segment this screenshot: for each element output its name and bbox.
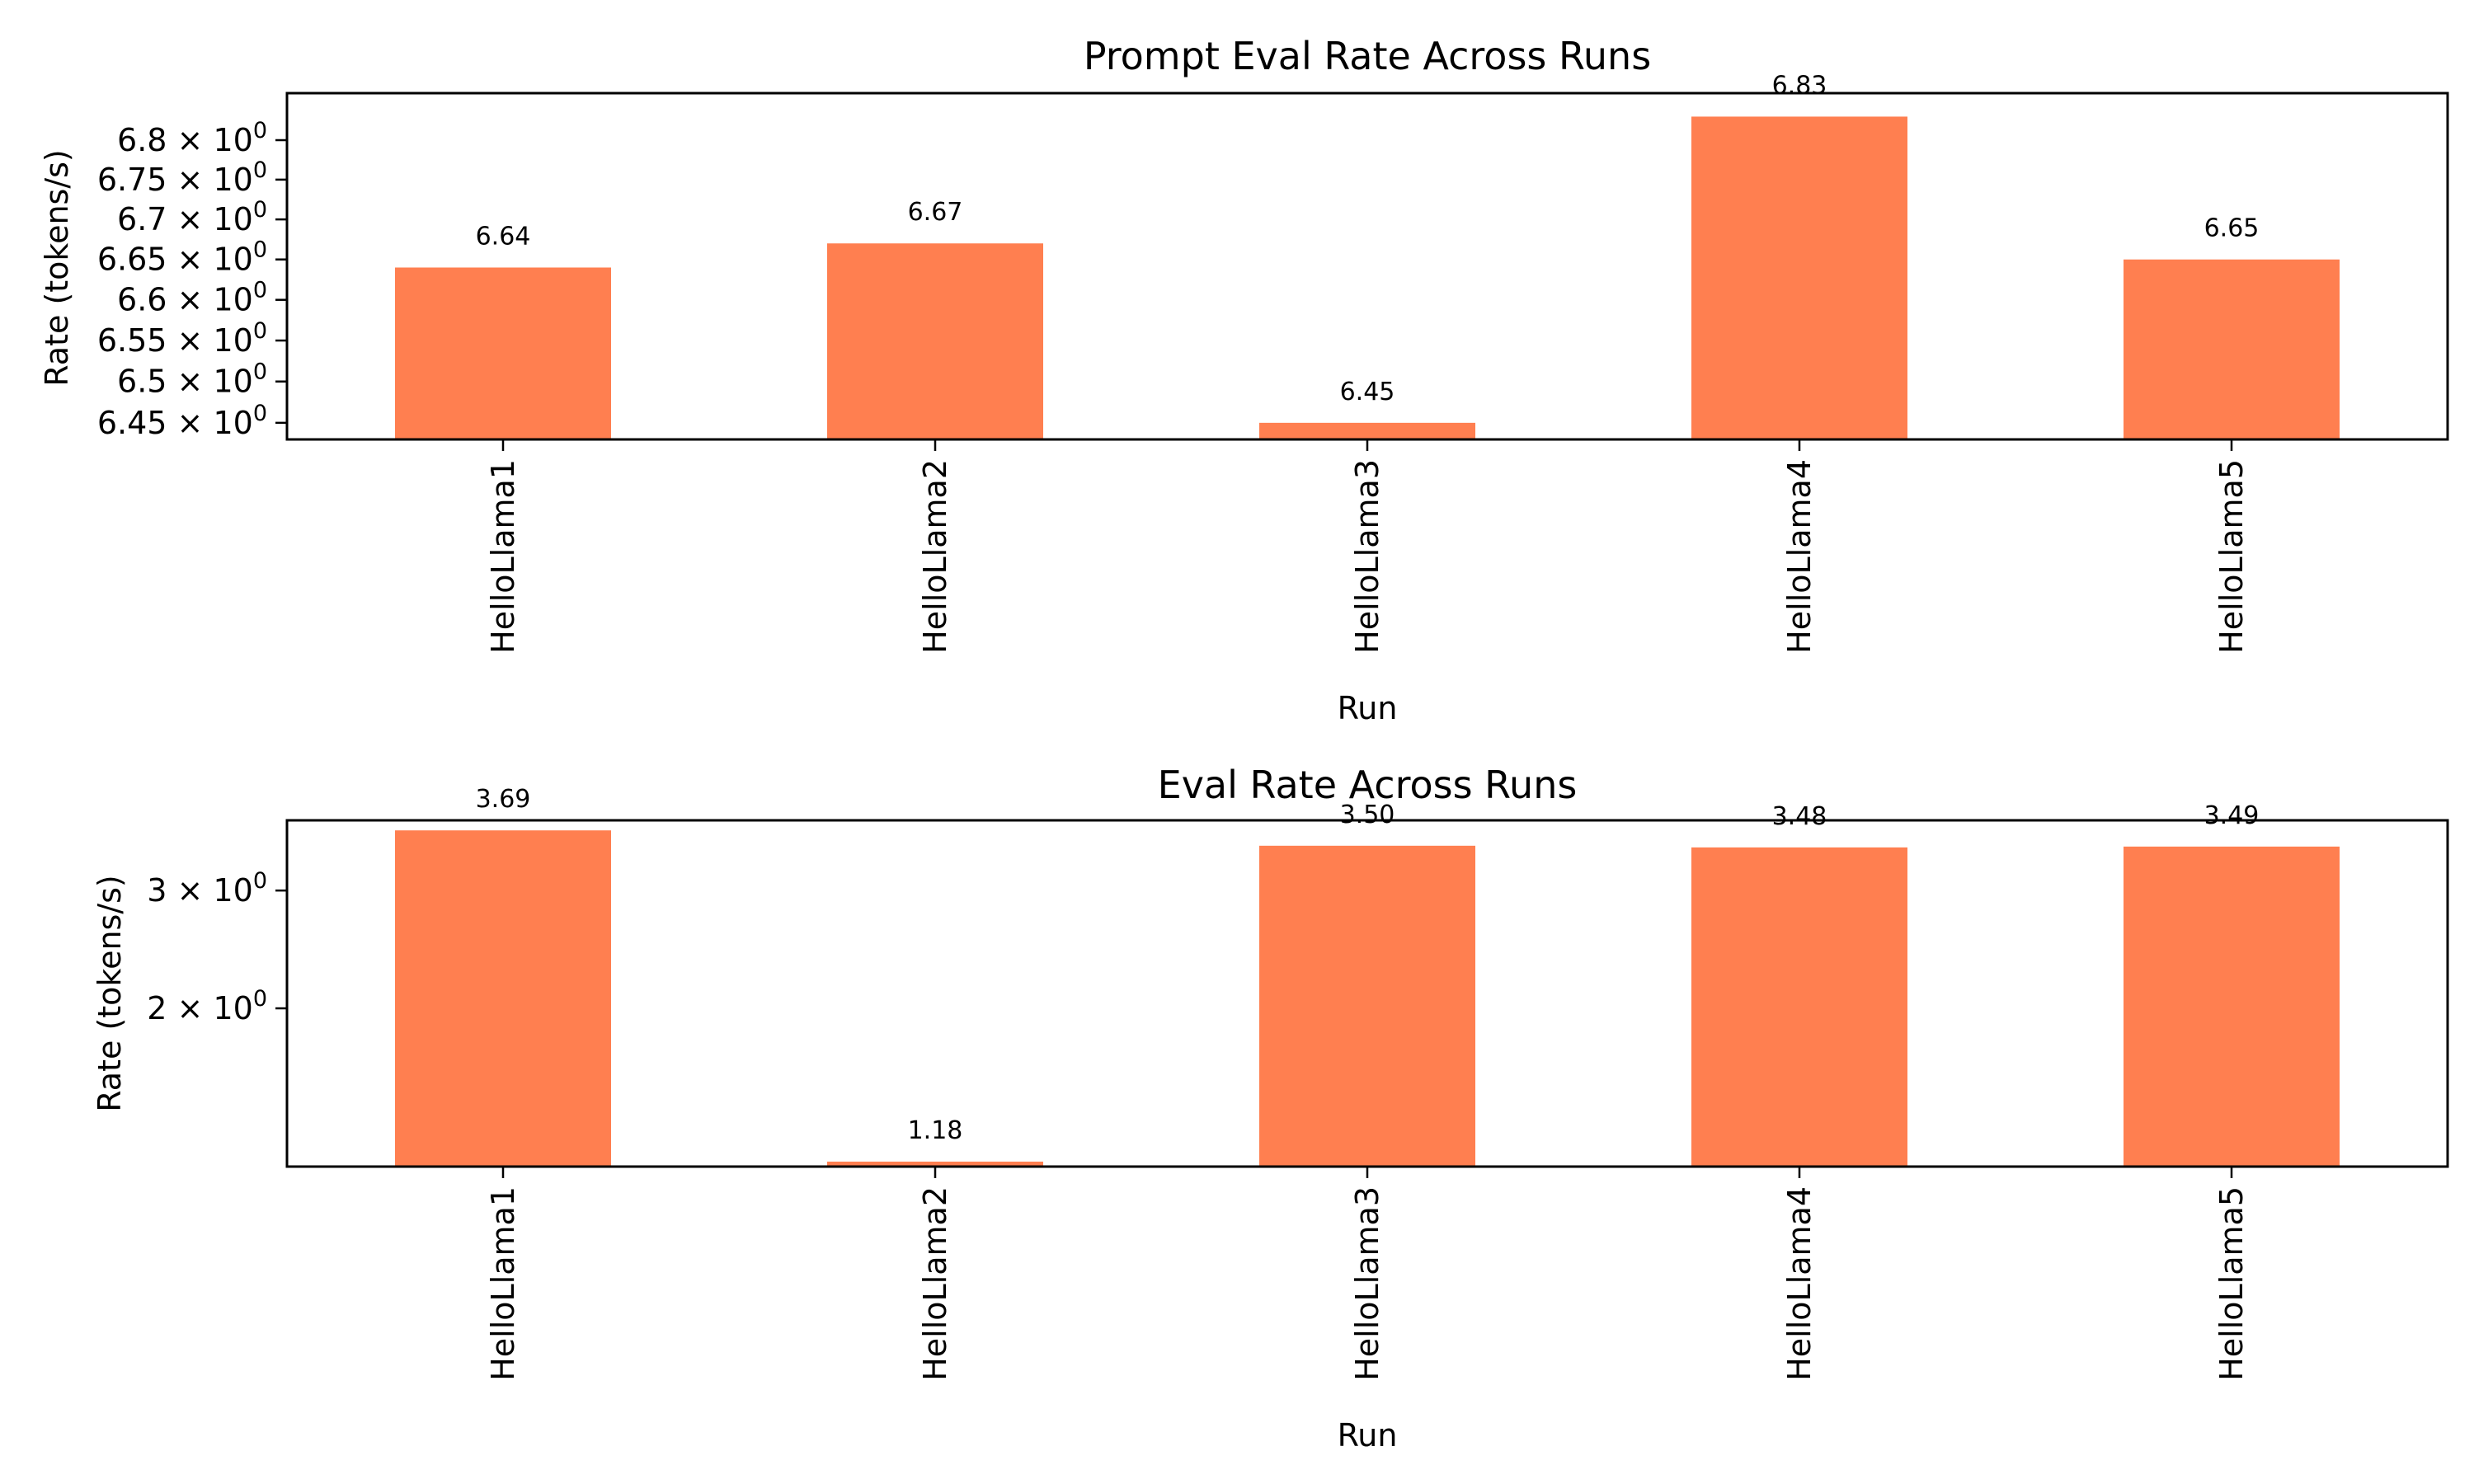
plot-frame [285,92,2449,441]
x-tick-label: HelloLlama3 [1349,1186,1385,1381]
bar-value-labels: 3.69 1.18 3.50 3.48 3.49 [476,785,2260,1145]
bar-HelloLlama5 [2124,259,2340,439]
bar-HelloLlama2 [827,243,1043,439]
bar-HelloLlama4 [1691,116,1907,439]
x-tick-label: HelloLlama4 [1781,1186,1818,1381]
bar-HelloLlama2 [827,1161,1043,1167]
x-tick-label: HelloLlama2 [917,1186,953,1381]
prompt-eval-rate-chart: Prompt Eval Rate Across Runs Run Rate (t… [39,34,2449,726]
x-tick-label: HelloLlama5 [2213,1186,2250,1381]
x-tick-label: HelloLlama5 [2213,459,2250,654]
bar-HelloLlama1 [395,267,611,439]
bar-value-label: 6.67 [908,198,963,227]
x-axis-label: Run [1338,1417,1398,1453]
bar-HelloLlama1 [395,830,611,1167]
bar-value-label: 3.50 [1340,801,1395,829]
x-axis-ticks: HelloLlama1 HelloLlama2 HelloLlama3 HelloLl… [485,1167,2250,1381]
bar-value-labels: 6.64 6.67 6.45 6.83 6.65 [476,71,2260,406]
y-tick-label: 6.8 × 100 [117,118,267,158]
x-tick-label: HelloLlama4 [1781,459,1818,654]
y-tick-label: 6.7 × 100 [117,197,267,237]
bar-value-label: 6.64 [476,222,531,251]
chart-title: Eval Rate Across Runs [1158,763,1578,807]
bar-HelloLlama3 [1259,422,1475,439]
y-tick-label: 6.45 × 100 [97,401,267,441]
x-tick-label: HelloLlama1 [485,459,521,654]
y-axis-label: Rate (tokens/s) [39,149,75,387]
bar-value-label: 6.65 [2204,214,2260,243]
bar-value-label: 3.69 [476,785,531,814]
x-axis-ticks: HelloLlama1 HelloLlama2 HelloLlama3 HelloLl… [485,439,2250,654]
y-axis-label: Rate (tokens/s) [92,875,128,1112]
y-tick-label: 3 × 100 [147,868,267,909]
bar-value-label: 1.18 [908,1116,963,1145]
x-tick-label: HelloLlama2 [917,459,953,654]
bar-HelloLlama3 [1259,845,1475,1167]
y-tick-label: 6.65 × 100 [97,237,267,278]
plot-frame [285,819,2449,1168]
y-tick-label: 6.6 × 100 [117,278,267,318]
x-axis-label: Run [1338,690,1398,726]
y-tick-label: 6.55 × 100 [97,318,267,359]
bar-HelloLlama5 [2124,846,2340,1167]
bar-value-label: 6.45 [1340,378,1395,406]
x-tick-label: HelloLlama3 [1349,459,1385,654]
eval-rate-chart: Eval Rate Across Runs Run Rate (tokens/s… [92,763,2449,1453]
y-tick-label: 6.5 × 100 [117,359,267,400]
bar-value-label: 3.48 [1772,802,1827,831]
y-tick-label: 6.75 × 100 [97,157,267,198]
chart-title: Prompt Eval Rate Across Runs [1084,34,1651,78]
y-tick-label: 2 × 100 [147,986,267,1026]
bars [395,116,2340,439]
x-tick-label: HelloLlama1 [485,1186,521,1381]
bar-value-label: 3.49 [2204,801,2260,830]
y-axis-ticks: 2 × 100 3 × 100 [147,868,287,1026]
bar-HelloLlama4 [1691,847,1907,1167]
bar-value-label: 6.83 [1772,71,1827,100]
bars [395,830,2340,1167]
